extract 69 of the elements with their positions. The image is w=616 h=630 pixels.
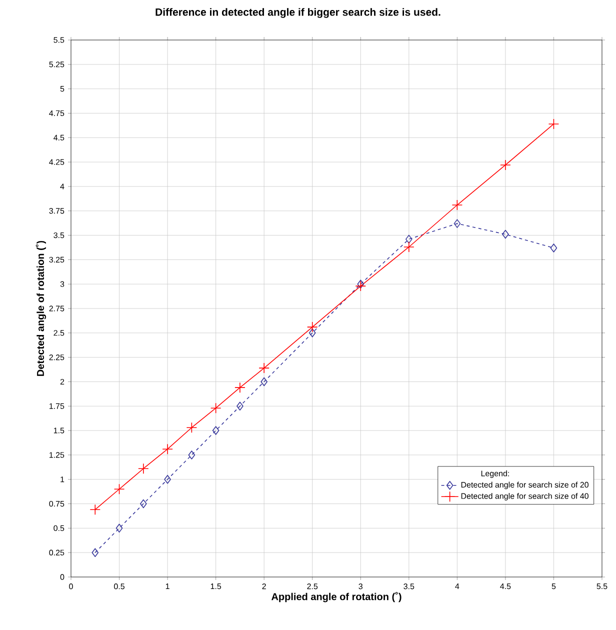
y-tick-label: 2 — [60, 378, 64, 385]
point — [308, 328, 316, 338]
legend-title: Legend: — [481, 470, 509, 478]
y-tick-label: 2.5 — [54, 330, 64, 336]
y-tick-label: 4.25 — [49, 159, 64, 165]
point — [188, 450, 196, 460]
point — [502, 230, 509, 239]
point — [164, 474, 171, 484]
point — [548, 118, 560, 130]
point — [114, 484, 125, 495]
y-tick-label: 0.75 — [49, 500, 64, 507]
x-axis-title: Applied angle of rotation (˚) — [271, 592, 402, 602]
y-tick-label: 5.25 — [49, 62, 64, 68]
chart-title: Difference in detected angle if bigger search size is used. — [156, 8, 440, 18]
x-tick-label: 1.5 — [210, 584, 222, 590]
x-tick-label: 2 — [262, 584, 266, 590]
legend-label: Detected angle for search size of 40 — [461, 493, 588, 500]
x-tick-label: 0 — [69, 584, 73, 590]
point — [355, 280, 366, 292]
y-tick-label: 3.25 — [49, 256, 64, 263]
point — [116, 524, 123, 533]
point — [236, 402, 244, 411]
x-tick-label: 3.5 — [404, 584, 414, 590]
x-tick-label: 5.5 — [596, 584, 608, 590]
point — [162, 444, 173, 454]
y-tick-label: 3 — [60, 281, 64, 287]
point — [138, 463, 149, 474]
point — [234, 382, 246, 393]
y-axis-title: Detected angle of rotation (˚) — [36, 240, 46, 376]
y-tick-label: 5 — [60, 86, 64, 92]
x-tick-label: 0.5 — [114, 584, 124, 590]
y-tick-label: 3.5 — [54, 232, 64, 238]
point — [186, 422, 198, 434]
x-tick-label: 4.5 — [500, 584, 511, 590]
y-tick-label: 0 — [60, 574, 64, 580]
x-tick-label: 4 — [455, 584, 460, 590]
y-tick-label: 4.75 — [49, 110, 64, 116]
x-tick-label: 2.5 — [307, 584, 318, 590]
y-tick-label: 1 — [60, 476, 64, 482]
point — [306, 322, 318, 332]
point — [258, 362, 270, 374]
point — [404, 242, 414, 252]
y-tick-label: 5.5 — [54, 37, 64, 43]
y-tick-label: 0.5 — [54, 525, 64, 532]
point — [92, 548, 99, 557]
point — [452, 200, 463, 210]
point — [454, 219, 461, 228]
x-tick-label: 5 — [552, 584, 556, 590]
point — [210, 402, 222, 414]
point — [550, 244, 558, 252]
x-tick-label: 1 — [166, 584, 170, 590]
y-tick-label: 0.25 — [49, 550, 64, 556]
y-tick-label: 3.75 — [49, 208, 64, 214]
point — [90, 504, 101, 516]
legend-label: Detected angle for search size of 20 — [461, 482, 588, 490]
y-tick-label: 4.5 — [54, 134, 64, 140]
point — [212, 426, 220, 435]
x-tick-label: 3 — [358, 584, 362, 590]
point — [357, 280, 364, 288]
y-tick-label: 2.25 — [49, 354, 64, 360]
y-tick-label: 2.75 — [49, 306, 64, 312]
y-tick-label: 1.5 — [54, 428, 64, 434]
y-tick-label: 4 — [60, 184, 64, 190]
point — [406, 234, 412, 244]
y-tick-label: 1.75 — [50, 403, 64, 409]
point — [260, 377, 268, 386]
y-tick-label: 1.25 — [50, 452, 64, 458]
point — [500, 160, 511, 170]
point — [140, 499, 147, 508]
